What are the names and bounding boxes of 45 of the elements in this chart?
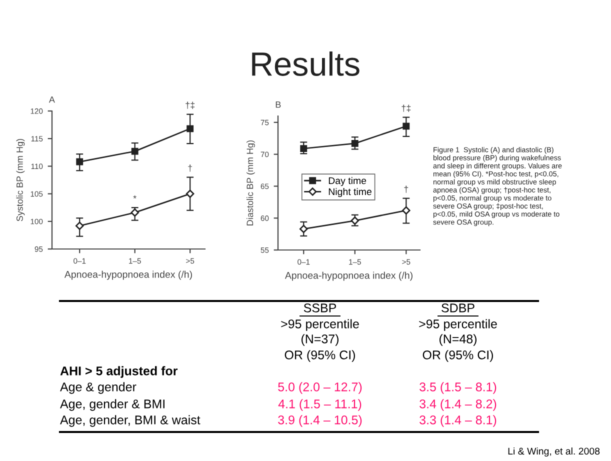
text: 3.5 (1.5 – 8.1) (420, 382, 496, 394)
x-axis-title: Apnoea-hypopnoea index (/h) (284, 272, 412, 281)
text: OR (95% CI) (422, 350, 493, 362)
point (130, 208, 139, 217)
point (351, 140, 358, 147)
text: >95 percentile (419, 319, 497, 331)
text: 3.3 (1.4 – 8.1) (420, 415, 496, 427)
point (350, 216, 360, 225)
point (131, 148, 138, 155)
y-axis-title: Systolic BP (mm Hg) (16, 139, 25, 222)
text: Results (252, 51, 360, 76)
legend-label: Day time (328, 176, 366, 186)
point (186, 190, 194, 198)
text: 5.0 (2.0 – 12.7) (278, 382, 362, 394)
annotation: †‡ (402, 104, 411, 112)
point (76, 158, 84, 166)
chart-title: B (276, 101, 281, 108)
point (300, 145, 308, 152)
text: (N=48) (440, 334, 477, 346)
point (186, 125, 194, 132)
text: OR (95% CI) (284, 350, 355, 362)
text: AHI > 5 adjusted for (60, 366, 178, 378)
point (300, 224, 308, 234)
text: Li & Wing, et al. 2008 (508, 447, 600, 457)
chart-title: A (48, 96, 55, 103)
annotation: † (404, 186, 408, 193)
text: SDBP (442, 304, 474, 312)
text: SSBP (304, 304, 336, 312)
point (402, 206, 410, 215)
annotation: † (188, 164, 192, 172)
legend-label: Night time (328, 188, 372, 198)
annotation: * (133, 195, 136, 199)
text: Age, gender, BMI & waist (60, 415, 200, 427)
text: 3.4 (1.4 – 8.2) (420, 399, 496, 411)
y-axis-title: Diastolic BP (mm Hg) (246, 140, 255, 226)
text: Age & gender (60, 382, 136, 394)
point (402, 122, 410, 130)
point (75, 222, 84, 230)
x-axis-title: Apnoea-hypopnoea index (/h) (64, 270, 192, 280)
text: 4.1 (1.5 – 11.1) (278, 399, 362, 411)
text: Age, gender & BMI (60, 399, 164, 411)
annotation: †‡ (186, 102, 194, 109)
text: 3.9 (1.4 – 10.5) (278, 415, 362, 427)
text: >95 percentile (281, 319, 359, 331)
text: (N=37) (302, 334, 339, 346)
